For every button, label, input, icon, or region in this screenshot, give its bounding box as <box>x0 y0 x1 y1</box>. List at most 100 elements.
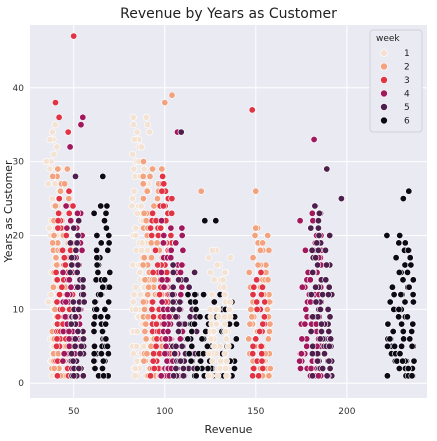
data-point-week-6 <box>409 320 417 328</box>
data-point-week-2 <box>141 327 149 335</box>
data-point-week-1 <box>222 327 230 335</box>
data-point-week-4 <box>67 217 75 225</box>
data-point-week-6 <box>409 298 417 306</box>
data-point-week-2 <box>265 372 273 380</box>
data-point-week-4 <box>167 254 175 262</box>
data-point-week-3 <box>60 254 68 262</box>
data-point-week-3 <box>249 291 257 299</box>
data-point-week-4 <box>164 327 172 335</box>
legend-marker-week-3 <box>380 76 388 84</box>
data-point-week-4 <box>178 232 186 240</box>
data-point-week-3 <box>53 372 61 380</box>
data-point-week-2 <box>246 320 254 328</box>
data-point-week-2 <box>153 239 161 247</box>
data-point-week-6 <box>193 364 201 372</box>
legend-marker-week-2 <box>380 62 388 71</box>
data-point-week-2 <box>52 254 60 262</box>
data-point-week-5 <box>320 350 328 358</box>
data-point-week-6 <box>196 313 204 321</box>
data-point-week-6 <box>391 342 399 350</box>
data-point-week-5 <box>324 291 332 299</box>
data-point-week-6 <box>409 276 417 284</box>
data-point-week-1 <box>207 313 215 321</box>
data-point-week-6 <box>97 350 105 358</box>
data-point-week-6 <box>184 291 192 299</box>
data-point-week-6 <box>403 313 411 321</box>
data-point-week-4 <box>74 209 82 217</box>
data-point-week-5 <box>75 305 83 313</box>
data-point-week-6 <box>104 342 112 350</box>
data-point-week-1 <box>129 150 137 158</box>
data-point-week-3 <box>252 335 260 343</box>
data-point-week-5 <box>322 261 330 269</box>
data-point-week-6 <box>410 357 418 365</box>
data-point-week-6 <box>383 232 391 240</box>
data-point-week-5 <box>71 313 79 321</box>
data-point-week-5 <box>312 283 320 291</box>
data-point-week-5 <box>69 298 77 306</box>
data-point-week-5 <box>325 357 333 365</box>
data-point-week-4 <box>158 217 166 225</box>
data-point-week-1 <box>46 165 54 173</box>
data-point-week-6 <box>386 298 394 306</box>
data-point-week-4 <box>307 364 315 372</box>
data-point-week-2 <box>143 187 151 195</box>
data-point-week-5 <box>169 261 177 269</box>
data-point-week-5 <box>172 313 180 321</box>
data-point-week-1 <box>44 180 52 188</box>
data-point-week-4 <box>178 283 186 291</box>
legend-marker-week-1 <box>380 49 388 57</box>
data-point-week-5 <box>169 291 177 299</box>
data-point-week-3 <box>160 180 168 188</box>
data-point-week-5 <box>307 327 315 335</box>
y-tick-label: 40 <box>13 84 25 94</box>
data-point-week-5 <box>175 320 183 328</box>
data-point-week-5 <box>80 298 88 306</box>
data-point-week-3 <box>65 187 73 195</box>
data-point-week-2 <box>264 276 272 284</box>
data-point-week-1 <box>132 232 140 240</box>
y-tick-labels: 0 10 20 30 40 <box>13 84 25 389</box>
data-point-week-6 <box>91 298 99 306</box>
data-point-week-6 <box>91 342 99 350</box>
data-point-week-2 <box>256 246 264 254</box>
data-point-week-5 <box>315 232 323 240</box>
data-point-week-3 <box>158 187 166 195</box>
data-point-week-4 <box>160 320 168 328</box>
plot-background <box>30 25 427 398</box>
data-point-week-2 <box>245 268 253 276</box>
data-point-week-5 <box>175 305 183 313</box>
data-point-week-1 <box>48 195 56 203</box>
data-point-week-2 <box>144 291 152 299</box>
data-point-week-6 <box>396 232 404 240</box>
data-point-week-6 <box>408 342 416 350</box>
data-point-week-6 <box>388 283 396 291</box>
data-point-week-4 <box>62 298 70 306</box>
data-point-week-4 <box>160 283 168 291</box>
data-point-week-5 <box>68 350 76 358</box>
data-point-week-6 <box>100 372 108 380</box>
data-point-week-6 <box>90 327 98 335</box>
data-point-week-5 <box>314 261 322 269</box>
data-point-week-4 <box>158 276 166 284</box>
data-point-week-6 <box>105 232 113 240</box>
data-point-week-5 <box>66 268 74 276</box>
legend-marker-week-6 <box>380 116 388 125</box>
data-point-week-6 <box>188 327 196 335</box>
data-point-week-1 <box>208 246 216 254</box>
data-point-week-1 <box>223 357 231 365</box>
data-point-week-5 <box>315 209 323 217</box>
y-tick-label: 20 <box>13 232 25 242</box>
data-point-week-1 <box>48 128 56 136</box>
data-point-week-6 <box>397 291 405 299</box>
data-point-week-1 <box>47 291 55 299</box>
data-point-week-5 <box>313 239 321 247</box>
data-point-week-6 <box>91 364 99 372</box>
data-point-week-4 <box>158 298 166 306</box>
data-point-week-2 <box>142 335 150 343</box>
data-point-week-5 <box>317 320 325 328</box>
data-point-week-3 <box>62 232 70 240</box>
data-point-week-3 <box>250 364 258 372</box>
data-point-week-4 <box>302 305 310 313</box>
